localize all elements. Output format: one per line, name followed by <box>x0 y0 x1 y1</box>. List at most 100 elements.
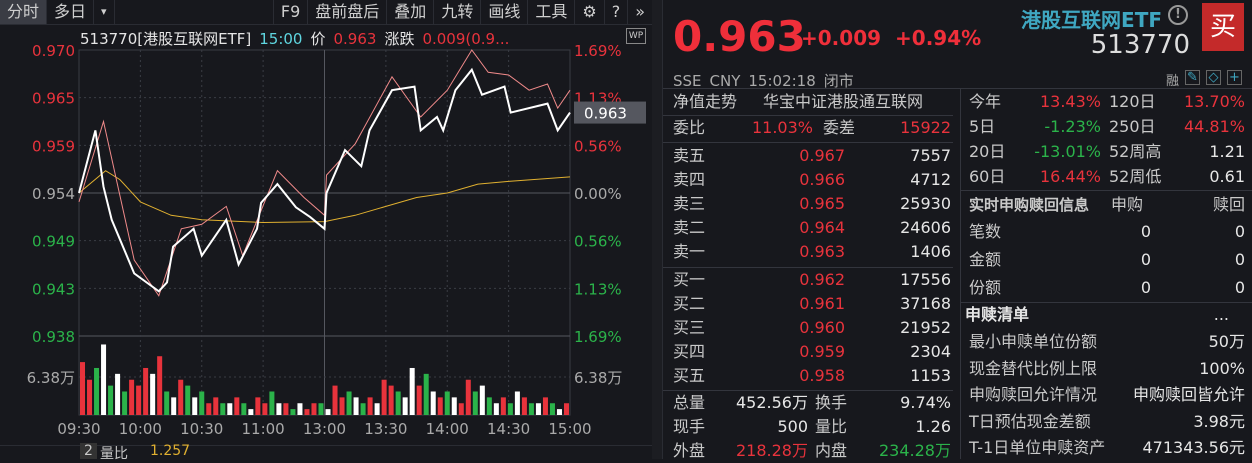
performance-row: 20日 -13.01% 52周高 1.21 <box>969 140 1245 164</box>
order-level[interactable]: 卖四 0.966 4712 <box>673 168 953 192</box>
level-price: 0.967 <box>799 146 845 165</box>
order-level[interactable]: 卖一 0.963 1406 <box>673 240 953 264</box>
f9-button[interactable]: F9 <box>274 0 309 24</box>
volume-bar <box>549 403 555 415</box>
level-price: 0.965 <box>799 194 845 213</box>
toolbar-spacer <box>115 0 274 24</box>
plus-icon[interactable]: + <box>1227 70 1242 85</box>
order-level[interactable]: 买一 0.962 17556 <box>673 268 953 292</box>
volume-bar <box>283 403 289 415</box>
volume-bar <box>535 403 541 415</box>
info-icon[interactable]: ! <box>1168 5 1188 25</box>
order-level[interactable]: 卖五 0.967 7557 <box>673 144 953 168</box>
order-level[interactable]: 买四 0.959 2304 <box>673 340 953 364</box>
realtime-label: 金额 <box>969 250 1002 269</box>
intraday-chart[interactable]: 0.970 1.69% 0.965 1.13% 0.959 0.56% 0.954 0.00%… <box>0 0 652 445</box>
quote-tools: 融 ✎ ◇ + <box>1166 70 1242 89</box>
period-label: 5日 <box>969 117 996 136</box>
filter-icon[interactable]: ▾ <box>94 0 115 24</box>
quote-time: 15:02:18 <box>748 72 816 90</box>
volume-bar <box>255 397 261 415</box>
total-volume-label: 总量 <box>673 393 706 412</box>
level-volume: 2304 <box>910 342 951 361</box>
overlay-button[interactable]: 叠加 <box>387 0 435 24</box>
level-label: 买五 <box>673 366 706 385</box>
double-chevron-right-icon[interactable]: » <box>635 2 645 21</box>
y-left-tick: 0.959 <box>32 137 75 155</box>
y-right-tick: 0.56% <box>574 233 622 251</box>
volume-bar <box>402 397 408 415</box>
price-label: 价 <box>310 30 326 48</box>
panel-splitter[interactable] <box>652 0 662 459</box>
level-label: 卖三 <box>673 194 706 213</box>
draw-line-button[interactable]: 画线 <box>481 0 529 24</box>
y-left-tick: 0.943 <box>32 280 75 298</box>
y-left-tick: 0.949 <box>32 233 75 251</box>
realtime-row: 份额 0 0 <box>969 276 1245 300</box>
chart-info-line: 513770[港股互联网ETF] 15:00 价 0.963 涨跌 0.009(0.9..… <box>80 28 517 49</box>
volume-bar <box>514 391 520 415</box>
volume-bar <box>199 391 205 415</box>
x-tick: 13:30 <box>364 420 407 438</box>
level-price: 0.962 <box>799 270 845 289</box>
order-ratio-label: 委比 <box>673 118 706 137</box>
outer-disk: 218.28万 <box>736 441 808 460</box>
volume-bar <box>101 344 107 415</box>
pre-post-market-button[interactable]: 盘前盘后 <box>308 0 388 24</box>
list-row: 申购赎回允许情况 申购赎回皆允许 <box>969 383 1245 407</box>
volume-bar <box>290 409 296 415</box>
list-row: 最小申赎单位份额 50万 <box>969 330 1245 354</box>
buy-button[interactable]: 买 <box>1202 3 1244 51</box>
volume-bar <box>416 385 422 415</box>
volume-bar <box>297 403 303 415</box>
volume-bar <box>388 385 394 415</box>
volume-bar <box>227 403 233 415</box>
volume-ratio: 1.26 <box>915 417 951 436</box>
volume-bar <box>493 403 499 415</box>
quote-panel: 0.963 +0.009 +0.94% 港股互联网ETF ! 513770 买 S… <box>662 0 1252 460</box>
order-level[interactable]: 卖三 0.965 25930 <box>673 192 953 216</box>
volume-bar <box>339 397 345 415</box>
tracked-index: 华宝中证港股通互联网 <box>763 92 924 111</box>
change-label: 涨跌 <box>384 30 415 48</box>
nav-trend-row[interactable]: 净值走势 华宝中证港股通互联网 <box>673 90 953 114</box>
volume-bar <box>395 391 401 415</box>
more-button[interactable]: ... <box>1213 305 1229 324</box>
tab-intraday[interactable]: 分时 <box>0 0 48 24</box>
level-volume: 25930 <box>900 194 951 213</box>
tab-multi-day[interactable]: 多日 <box>47 0 95 24</box>
y-left-tick: 0.965 <box>32 90 75 108</box>
market-state: 闭市 <box>823 72 854 90</box>
volume-bar <box>136 385 142 415</box>
order-level[interactable]: 买五 0.958 1153 <box>673 364 953 388</box>
current-hand-label: 现手 <box>673 417 706 436</box>
level-price: 0.960 <box>799 318 845 337</box>
level-price: 0.961 <box>799 294 845 313</box>
nine-turn-button[interactable]: 九转 <box>434 0 482 24</box>
order-level[interactable]: 卖二 0.964 24606 <box>673 216 953 240</box>
volume-bar <box>528 403 534 415</box>
period-label: 20日 <box>969 142 1006 161</box>
pencil-icon[interactable]: ✎ <box>1185 70 1200 85</box>
help-icon[interactable]: ? <box>605 0 629 24</box>
volume-bar <box>423 373 429 415</box>
volume-row: 总量 452.56万 换手 9.74% <box>673 391 953 415</box>
nav-trend-label[interactable]: 净值走势 <box>673 92 738 111</box>
level-price: 0.966 <box>799 170 845 189</box>
list-label: 申购赎回允许情况 <box>969 385 1098 404</box>
period-label: 52周低 <box>1109 167 1162 186</box>
order-level[interactable]: 买三 0.960 21952 <box>673 316 953 340</box>
gear-icon[interactable]: ⚙ <box>575 0 605 24</box>
volume-bar <box>143 367 149 415</box>
bell-icon[interactable]: ◇ <box>1206 70 1221 85</box>
indicator-number[interactable]: 2 <box>80 443 97 459</box>
tools-button[interactable]: 工具 <box>528 0 576 24</box>
order-level[interactable]: 买二 0.961 37168 <box>673 292 953 316</box>
order-ratio: 11.03% <box>751 118 813 137</box>
volume-ratio-label: 量比 <box>815 417 848 436</box>
change-value: 0.009(0.9... <box>422 30 510 48</box>
volume-bar <box>521 397 527 415</box>
x-tick: 09:30 <box>57 420 100 438</box>
level-price: 0.963 <box>799 242 845 261</box>
wp-icon[interactable]: WP <box>626 28 646 44</box>
